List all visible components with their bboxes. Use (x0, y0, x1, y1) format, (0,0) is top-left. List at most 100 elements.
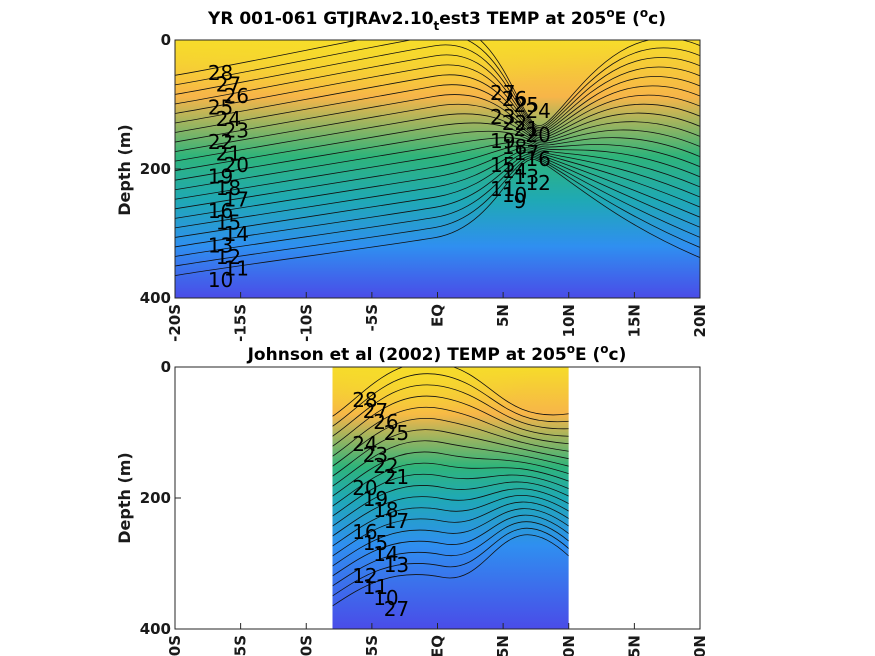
x-tick-label: EQ (429, 304, 447, 327)
contour-label: 15 (490, 153, 515, 177)
y-tick-label: 400 (140, 620, 171, 638)
contour-line (175, 74, 700, 135)
x-tick-label: -10S (297, 635, 315, 656)
contour-label: 16 (352, 520, 377, 544)
contour-label: 17 (514, 141, 539, 165)
x-tick-label: 20N (691, 635, 709, 656)
contour-label: 22 (373, 454, 398, 478)
contour-label: 16 (525, 147, 550, 171)
contour-label: 12 (525, 171, 550, 195)
contour-label: 13 (208, 234, 233, 258)
top-panel: YR 001-061 GTJRAv2.10test3 TEMP at 205oE… (115, 6, 709, 342)
contour-line (332, 521, 569, 587)
x-tick-label: -20S (166, 304, 184, 342)
contour-label: 25 (514, 93, 539, 117)
x-tick-label: 10N (560, 635, 578, 656)
contour-label: 23 (490, 105, 515, 129)
contour-label: 11 (224, 257, 249, 281)
x-tick-label: -10S (297, 304, 315, 342)
contour-label: 20 (224, 153, 249, 177)
x-tick-label: -15S (232, 304, 250, 342)
contour-label: 13 (384, 553, 409, 577)
contour-line (175, 84, 700, 137)
contour-label: 14 (373, 542, 398, 566)
contour-line (332, 495, 569, 547)
contour-line (332, 451, 569, 497)
contour-label: 12 (216, 245, 241, 269)
contour-line (175, 40, 700, 128)
contour-label: 18 (373, 498, 398, 522)
temperature-field: 2827262524232221201918171615141312111027… (175, 40, 700, 298)
contour-line (332, 440, 569, 487)
contour-line (175, 149, 700, 229)
contour-line (332, 481, 569, 527)
bottom-panel: Johnson et al (2002) TEMP at 205oE (oc) … (115, 342, 709, 656)
contour-label: 27 (384, 597, 409, 621)
contour-line (175, 147, 700, 219)
contour-line (175, 64, 700, 133)
contour-label: 17 (224, 188, 249, 212)
contour-label: 27 (363, 399, 388, 423)
contour-line (175, 153, 700, 248)
x-tick-label: 15N (625, 304, 643, 337)
y-tick-label: 200 (140, 489, 171, 507)
contour-label: 27 (490, 81, 515, 105)
contour-label: 15 (363, 531, 388, 555)
x-tick-label: -5S (363, 635, 381, 656)
contour-line (175, 40, 700, 127)
top-panel-title: YR 001-061 GTJRAv2.10test3 TEMP at 205oE… (207, 6, 666, 33)
y-tick-label: 0 (161, 358, 171, 376)
x-tick-label: EQ (429, 635, 447, 656)
contour-line (175, 141, 700, 200)
x-tick-label: 15N (625, 635, 643, 656)
contour-label: 25 (384, 421, 409, 445)
contour-label: 19 (208, 165, 233, 189)
contour-label: 21 (216, 142, 241, 166)
contour-line (332, 508, 569, 567)
contour-label: 12 (352, 564, 377, 588)
contour-line (332, 367, 569, 417)
contour-line (175, 94, 700, 143)
bottom-panel-title: Johnson et al (2002) TEMP at 205oE (oc) (247, 342, 627, 365)
contour-label: 19 (490, 129, 515, 153)
contour-label: 21 (384, 465, 409, 489)
contour-label: 24 (216, 107, 241, 131)
contour-line (332, 488, 569, 537)
contour-line (332, 527, 569, 597)
contour-line (175, 155, 700, 257)
contour-label: 11 (490, 177, 515, 201)
contour-line (175, 130, 700, 181)
contour-label: 9 (514, 189, 527, 213)
contour-line (175, 54, 700, 132)
contour-label: 25 (208, 96, 233, 120)
contour-label: 28 (352, 388, 377, 412)
contour-label: 24 (525, 99, 550, 123)
contour-line (175, 122, 700, 172)
contour-label: 14 (502, 159, 527, 183)
contour-line (332, 514, 569, 577)
contour-line (332, 406, 569, 457)
top-panel-ylabel: Depth (m) (115, 124, 134, 216)
contour-label: 20 (352, 476, 377, 500)
contour-label: 18 (216, 176, 241, 200)
x-tick-label: -15S (232, 635, 250, 656)
contour-line (175, 144, 700, 210)
contour-line (175, 137, 700, 191)
x-tick-label: -20S (166, 635, 184, 656)
contour-line (332, 395, 569, 447)
contour-label: 10 (502, 183, 527, 207)
contour-line (175, 157, 700, 267)
x-tick-label: 20N (691, 304, 709, 337)
contour-label: 22 (208, 130, 233, 154)
y-tick-label: 400 (140, 289, 171, 307)
contour-label: 18 (502, 135, 527, 159)
contour-label: 11 (363, 575, 388, 599)
contour-line (332, 429, 569, 477)
contour-line (332, 373, 569, 427)
y-tick-label: 0 (161, 31, 171, 49)
contour-label: 19 (363, 487, 388, 511)
contour-line (332, 418, 569, 467)
contour-label: 17 (384, 509, 409, 533)
contour-label: 15 (216, 211, 241, 235)
